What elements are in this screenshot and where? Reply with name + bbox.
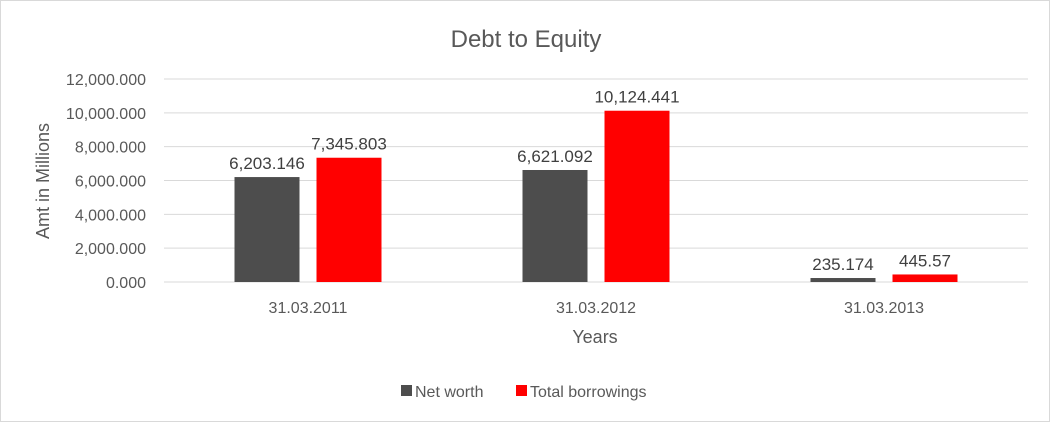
y-axis-title: Amt in Millions (33, 123, 53, 239)
data-label: 235.174 (812, 255, 873, 274)
gridlines (164, 78, 1028, 283)
data-label: 445.57 (899, 251, 951, 270)
x-tick-label: 31.03.2012 (556, 300, 636, 317)
y-tick-label: 2,000.000 (75, 241, 146, 258)
total-borrowings-bar (604, 110, 670, 282)
y-axis-ticks: 0.000 2,000.000 4,000.000 6,000.000 8,000.00… (66, 72, 146, 292)
total-borrowings-bar (892, 274, 958, 282)
y-tick-label: 6,000.000 (75, 174, 146, 191)
legend-swatch (516, 385, 527, 396)
net-worth-bar (234, 177, 300, 282)
net-worth-bar (522, 169, 588, 282)
net-worth-bar (810, 278, 876, 282)
x-tick-label: 31.03.2011 (269, 300, 348, 317)
y-tick-label: 8,000.000 (75, 140, 146, 157)
data-labels: 6,203.146 7,345.803 6,621.092 10,124.441 235… (229, 88, 951, 274)
bars (234, 110, 958, 282)
data-label: 6,203.146 (229, 154, 305, 173)
x-axis-title: Years (572, 327, 617, 347)
y-tick-label: 12,000.000 (66, 72, 146, 89)
legend-label: Net worth (415, 384, 483, 401)
data-label: 7,345.803 (311, 135, 387, 154)
x-tick-label: 31.03.2013 (844, 300, 924, 317)
y-tick-label: 4,000.000 (75, 207, 146, 224)
y-tick-label: 10,000.000 (66, 106, 146, 123)
y-tick-label: 0.000 (106, 275, 146, 292)
total-borrowings-bar (316, 157, 382, 282)
legend-label: Total borrowings (530, 384, 647, 401)
chart-title: Debt to Equity (451, 26, 602, 53)
legend: Net worth Total borrowings (401, 384, 647, 401)
data-label: 10,124.441 (594, 88, 679, 107)
x-axis-ticks: 31.03.2011 31.03.2012 31.03.2013 (269, 300, 925, 317)
legend-swatch (401, 385, 412, 396)
data-label: 6,621.092 (517, 147, 593, 166)
